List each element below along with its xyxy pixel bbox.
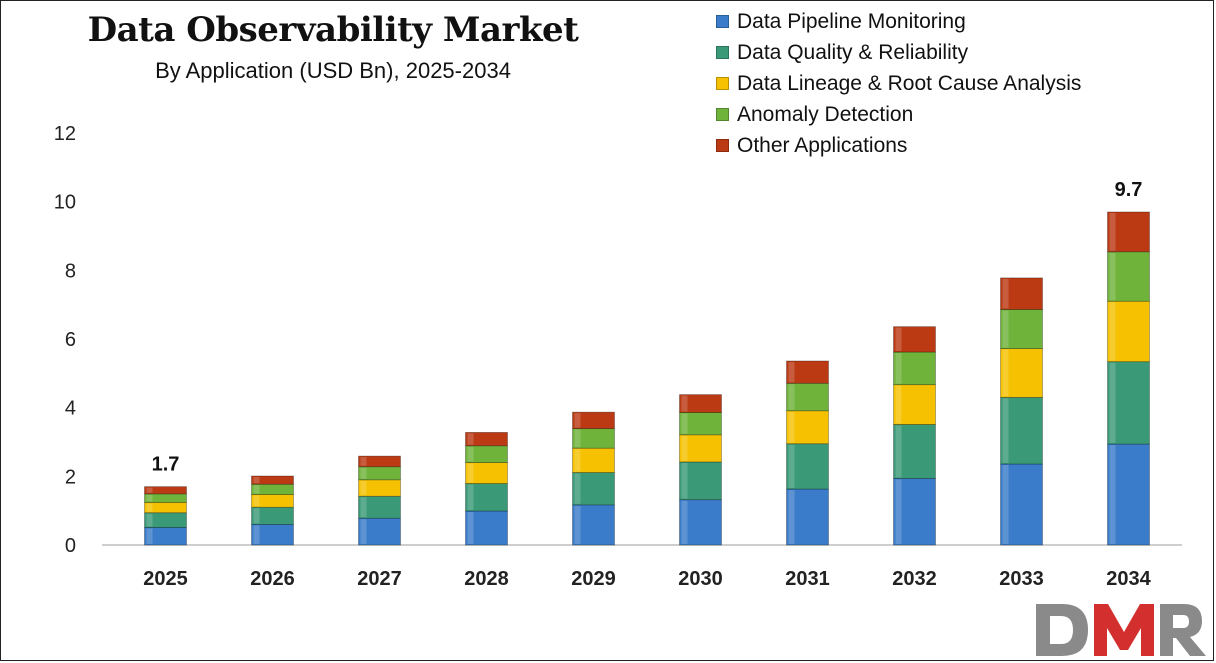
legend-label: Anomaly Detection <box>737 102 914 126</box>
legend-swatch <box>716 46 729 59</box>
legend-swatch <box>716 108 729 121</box>
dmr-logo <box>1036 604 1206 656</box>
legend: Data Pipeline Monitoring Data Quality & … <box>716 6 1081 161</box>
legend-item: Other Applications <box>716 130 1081 161</box>
logo-letter-r <box>1160 604 1206 656</box>
chart-title: Data Observability Market <box>87 10 579 50</box>
chart-subtitle: By Application (USD Bn), 2025-2034 <box>155 58 511 83</box>
legend-label: Data Pipeline Monitoring <box>737 9 966 33</box>
logo-letter-d <box>1036 604 1088 656</box>
logo-letter-m <box>1094 604 1154 656</box>
legend-swatch <box>716 15 729 28</box>
legend-item: Data Quality & Reliability <box>716 37 1081 68</box>
legend-swatch <box>716 139 729 152</box>
legend-label: Other Applications <box>737 133 908 157</box>
legend-label: Data Quality & Reliability <box>737 40 969 64</box>
legend-label: Data Lineage & Root Cause Analysis <box>737 71 1082 95</box>
legend-swatch <box>716 77 729 90</box>
legend-item: Data Pipeline Monitoring <box>716 6 1081 37</box>
legend-item: Anomaly Detection <box>716 99 1081 130</box>
legend-item: Data Lineage & Root Cause Analysis <box>716 68 1081 99</box>
